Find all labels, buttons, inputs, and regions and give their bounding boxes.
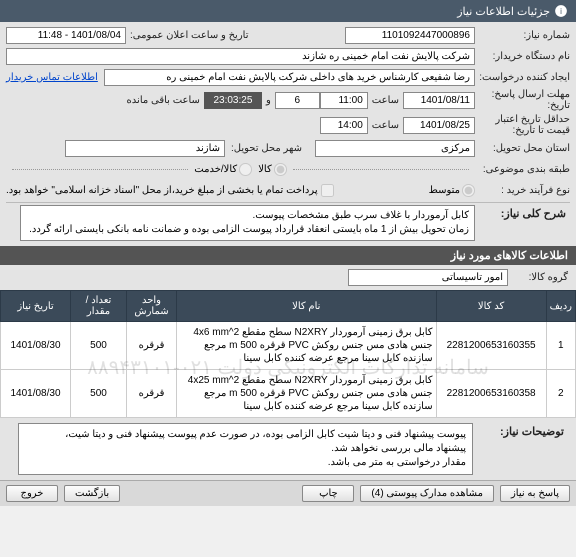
col-unit: واحد شمارش xyxy=(127,291,177,322)
group-row: گروه کالا: امور تاسیساتی xyxy=(0,265,576,290)
radio-mid[interactable]: متوسط xyxy=(429,184,475,197)
items-table: ردیف کد کالا نام کالا واحد شمارش تعداد /… xyxy=(0,290,576,418)
treasury-check[interactable]: پرداخت تمام یا بخشی از مبلغ خرید،از محل … xyxy=(6,184,334,197)
answer-button[interactable]: پاسخ به نیاز xyxy=(500,485,570,502)
resp-time-field: 11:00 xyxy=(320,92,368,109)
creator-label: ایجاد کننده درخواست: xyxy=(475,72,570,83)
dotline xyxy=(293,169,469,170)
print-button[interactable]: چاپ xyxy=(302,485,354,502)
col-code: کد کالا xyxy=(436,291,546,322)
credit-time-label: ساعت xyxy=(368,120,403,131)
col-idx: ردیف xyxy=(546,291,575,322)
col-date: تاریخ نیاز xyxy=(1,291,71,322)
info-icon: i xyxy=(554,4,568,18)
announce-label: تاریخ و ساعت اعلان عمومی: xyxy=(126,30,345,41)
days-left-label: و xyxy=(262,95,275,106)
window-title: جزئیات اطلاعات نیاز xyxy=(457,5,550,18)
notes-area: توضیحات نیاز: پیوست پیشنهاد فنی و دیتا ش… xyxy=(0,418,576,480)
svg-text:i: i xyxy=(560,7,562,16)
desc-label: شرح کلی نیاز: xyxy=(475,205,570,220)
radio-service[interactable]: کالا/خدمت xyxy=(194,163,252,176)
radio-goods[interactable]: کالا xyxy=(258,163,287,176)
topic-label: طبقه بندی موضوعی: xyxy=(475,164,570,175)
buyer-label: نام دستگاه خریدار: xyxy=(475,51,570,62)
city-field: شازند xyxy=(65,140,225,157)
col-qty: تعداد / مقدار xyxy=(71,291,127,322)
req-no-label: شماره نیاز: xyxy=(475,30,570,41)
resp-date-field: 1401/08/11 xyxy=(403,92,475,109)
footer-toolbar: پاسخ به نیاز مشاهده مدارک پیوستی (4) چاپ… xyxy=(0,480,576,506)
items-section-header: اطلاعات کالاهای مورد نیاز xyxy=(0,246,576,265)
announce-field: 1401/08/04 - 11:48 xyxy=(6,27,126,44)
group-field: امور تاسیساتی xyxy=(348,269,508,286)
process-label: نوع فرآیند خرید : xyxy=(475,185,570,196)
table-row: 12281200653160355کابل برق زمینی آرموردار… xyxy=(1,322,576,370)
process-radio-group: متوسط xyxy=(429,184,475,197)
col-name: نام کالا xyxy=(177,291,437,322)
credit-label: حداقل تاریخ اعتبارقیمت تا تاریخ: xyxy=(475,114,570,136)
countdown-field: 23:03:25 xyxy=(204,92,262,109)
exit-button[interactable]: خروج xyxy=(6,485,58,502)
topic-radio-group: کالا کالا/خدمت xyxy=(194,163,286,176)
back-button[interactable]: بازگشت xyxy=(64,485,120,502)
table-row: 22281200653160358کابل برق زمینی آرموردار… xyxy=(1,370,576,418)
req-no-field: 1101092447000896 xyxy=(345,27,475,44)
desc-box: کابل آرموردار با غلاف سرب طبق مشخصات پیو… xyxy=(20,205,475,241)
province-field: مرکزی xyxy=(315,140,475,157)
resp-deadline-label: مهلت ارسال پاسخ:تاریخ: xyxy=(475,89,570,111)
notes-box: پیوست پیشنهاد فنی و دیتا شیت کابل الزامی… xyxy=(18,423,473,475)
credit-date-field: 1401/08/25 xyxy=(403,117,475,134)
days-left-field: 6 xyxy=(275,92,320,109)
attachments-button[interactable]: مشاهده مدارک پیوستی (4) xyxy=(360,485,494,502)
group-label: گروه کالا: xyxy=(508,272,568,283)
contact-link[interactable]: اطلاعات تماس خریدار xyxy=(6,72,104,83)
notes-label: توضیحات نیاز: xyxy=(473,423,568,438)
header-form: شماره نیاز: 1101092447000896 تاریخ و ساع… xyxy=(0,22,576,246)
creator-field: رضا شفیعی کارشناس خرید های داخلی شرکت پا… xyxy=(104,69,475,86)
dotline xyxy=(12,169,188,170)
city-label: شهر محل تحویل: xyxy=(225,143,315,154)
window-titlebar: i جزئیات اطلاعات نیاز xyxy=(0,0,576,22)
resp-time-label: ساعت xyxy=(368,95,403,106)
province-label: استان محل تحویل: xyxy=(475,143,570,154)
remain-label: ساعت باقی مانده xyxy=(123,95,204,106)
buyer-field: شرکت پالایش نفت امام خمینی ره شازند xyxy=(6,48,475,65)
credit-time-field: 14:00 xyxy=(320,117,368,134)
